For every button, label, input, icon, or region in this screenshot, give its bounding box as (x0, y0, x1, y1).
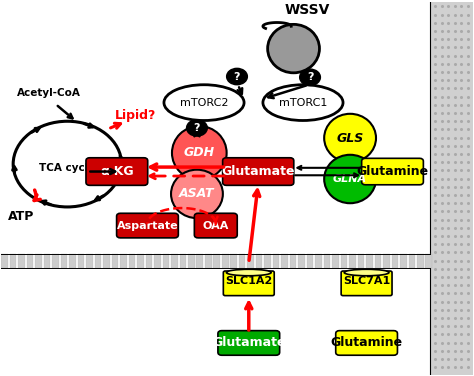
Bar (290, 254, 296, 268)
Text: ?: ? (307, 72, 313, 82)
Bar (256, 254, 263, 268)
Text: GDH: GDH (184, 146, 215, 159)
Text: GLNA: GLNA (333, 174, 367, 184)
Bar (222, 254, 228, 268)
Bar (374, 254, 381, 268)
Bar (239, 254, 246, 268)
Bar (146, 254, 152, 268)
Bar (163, 254, 169, 268)
Bar (392, 254, 398, 268)
Bar (357, 254, 364, 268)
FancyBboxPatch shape (223, 271, 274, 296)
Bar (95, 254, 101, 268)
Bar (341, 254, 347, 268)
Bar (213, 254, 220, 268)
Bar (180, 254, 186, 268)
Bar (400, 254, 407, 268)
Bar (120, 254, 127, 268)
Text: Glutamine: Glutamine (356, 165, 428, 178)
Bar (409, 254, 415, 268)
Bar (324, 254, 330, 268)
Bar (1, 254, 8, 268)
Bar (197, 254, 203, 268)
Bar (69, 254, 76, 268)
Text: Acetyl-CoA: Acetyl-CoA (17, 88, 81, 98)
Bar (188, 254, 195, 268)
Text: mTORC1: mTORC1 (279, 98, 327, 108)
Bar (86, 254, 93, 268)
Text: SLC1A2: SLC1A2 (225, 276, 273, 287)
FancyBboxPatch shape (341, 271, 392, 296)
Bar (247, 254, 254, 268)
Bar (332, 254, 339, 268)
Text: ATP: ATP (8, 210, 35, 223)
Bar (230, 254, 237, 268)
Text: Aspartate: Aspartate (117, 221, 178, 230)
Bar (430, 2, 473, 374)
Ellipse shape (227, 269, 271, 276)
Text: mTORC2: mTORC2 (180, 98, 228, 108)
Text: α-KG: α-KG (100, 165, 134, 178)
Ellipse shape (268, 24, 319, 73)
Bar (36, 254, 42, 268)
Bar (298, 254, 305, 268)
Bar (128, 254, 135, 268)
Bar (18, 254, 25, 268)
Text: WSSV: WSSV (285, 3, 330, 17)
FancyBboxPatch shape (218, 331, 280, 355)
Ellipse shape (172, 126, 227, 180)
Bar (417, 254, 424, 268)
Bar (281, 254, 288, 268)
Ellipse shape (263, 85, 343, 120)
Circle shape (227, 68, 247, 85)
Bar (205, 254, 211, 268)
Text: Lipid?: Lipid? (115, 109, 156, 122)
Text: ?: ? (234, 71, 240, 82)
Text: ASAT: ASAT (179, 187, 215, 200)
Ellipse shape (171, 170, 223, 218)
Bar (137, 254, 144, 268)
Bar (52, 254, 59, 268)
Text: ?: ? (194, 123, 200, 133)
Ellipse shape (164, 85, 244, 120)
Bar (154, 254, 161, 268)
Text: Glutamate: Glutamate (221, 165, 295, 178)
Bar (273, 254, 279, 268)
Ellipse shape (324, 114, 376, 162)
Bar (426, 254, 432, 268)
Circle shape (300, 69, 320, 85)
Bar (171, 254, 178, 268)
Text: Glutamate: Glutamate (212, 337, 285, 349)
Bar (103, 254, 110, 268)
Text: Glutamine: Glutamine (330, 337, 402, 349)
Bar (10, 254, 17, 268)
Ellipse shape (344, 269, 389, 276)
FancyBboxPatch shape (362, 158, 423, 185)
FancyBboxPatch shape (86, 158, 148, 185)
FancyBboxPatch shape (223, 158, 294, 185)
FancyBboxPatch shape (117, 213, 178, 238)
Bar (366, 254, 373, 268)
Bar (264, 254, 271, 268)
Text: SLC7A1: SLC7A1 (343, 276, 390, 287)
Text: TCA cycle: TCA cycle (39, 163, 96, 173)
Text: GLS: GLS (337, 132, 364, 144)
FancyBboxPatch shape (194, 213, 237, 238)
Bar (44, 254, 50, 268)
Circle shape (187, 120, 207, 136)
Bar (315, 254, 322, 268)
Bar (383, 254, 390, 268)
Ellipse shape (324, 155, 376, 203)
Bar (78, 254, 84, 268)
Bar (349, 254, 356, 268)
FancyBboxPatch shape (336, 331, 398, 355)
Bar (27, 254, 34, 268)
Bar (112, 254, 118, 268)
Bar (61, 254, 67, 268)
Bar (307, 254, 313, 268)
Text: OAA: OAA (202, 221, 229, 230)
